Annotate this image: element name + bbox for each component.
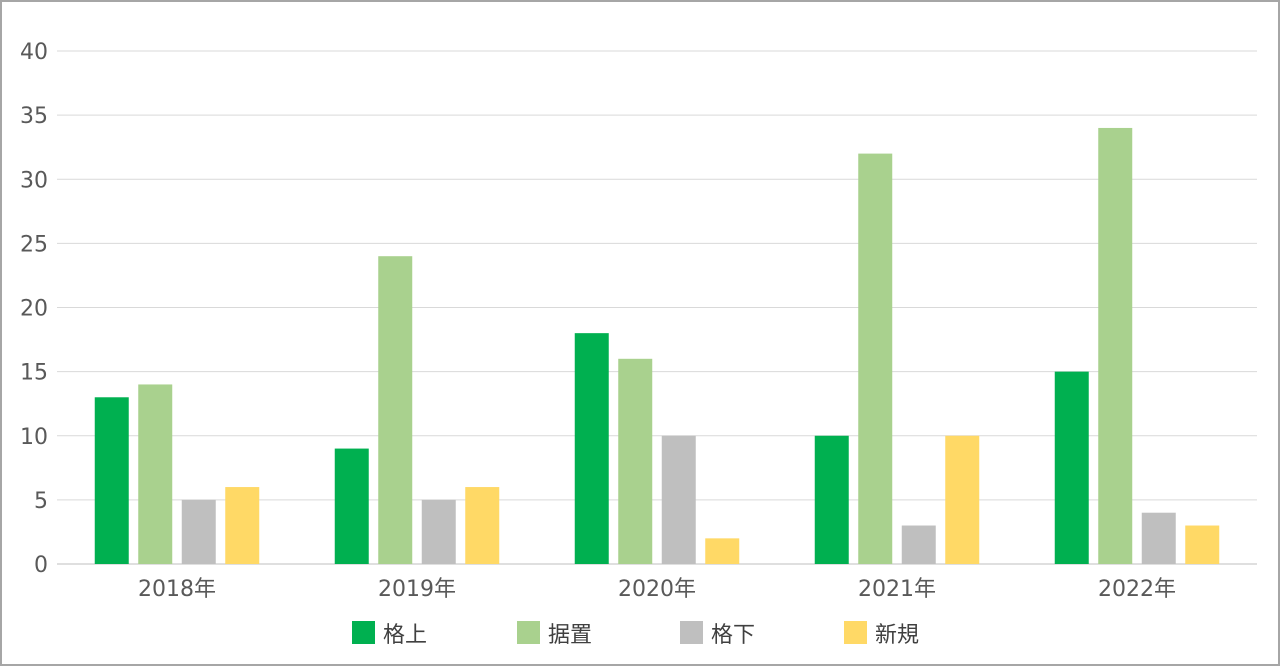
bar-2-2021年 [858, 153, 893, 564]
bar-2-2022年 [1098, 127, 1133, 564]
y-tick-label: 40 [20, 40, 48, 65]
bar-3-2020年 [661, 435, 696, 564]
bar-3-2019年 [421, 499, 456, 564]
bar-4-2022年 [1185, 525, 1220, 564]
y-tick-label: 15 [20, 361, 48, 386]
y-tick-label: 25 [20, 232, 48, 257]
x-tick-label: 2021年 [858, 577, 936, 602]
bar-4-2018年 [225, 487, 260, 564]
y-tick-label: 10 [20, 425, 48, 450]
legend-label: 据置 [548, 623, 592, 648]
bar-1-2020年 [574, 333, 609, 564]
y-tick-label: 5 [34, 489, 48, 514]
legend-swatch [517, 621, 540, 644]
y-tick-label: 35 [20, 104, 48, 129]
bar-4-2020年 [705, 538, 740, 564]
bar-2-2020年 [618, 358, 653, 564]
y-tick-label: 0 [34, 553, 48, 578]
legend-swatch [680, 621, 703, 644]
x-tick-label: 2019年 [378, 577, 456, 602]
y-tick-label: 30 [20, 168, 48, 193]
bar-1-2018年 [94, 397, 129, 564]
y-tick-label: 20 [20, 297, 48, 322]
legend-label: 格下 [711, 623, 755, 648]
legend: 格上 据置 格下 新規 [352, 621, 919, 648]
x-tick-label: 2020年 [618, 577, 696, 602]
bar-2-2018年 [138, 384, 173, 564]
bar-3-2021年 [901, 525, 936, 564]
bar-1-2019年 [334, 448, 369, 564]
bars [94, 127, 1220, 564]
bar-3-2018年 [181, 499, 216, 564]
x-tick-label: 2018年 [138, 577, 216, 602]
bar-1-2021年 [814, 435, 849, 564]
legend-label: 新規 [875, 623, 919, 648]
y-axis: 0 5 10 15 20 25 30 35 40 [20, 40, 48, 578]
legend-swatch [352, 621, 375, 644]
bar-3-2022年 [1141, 512, 1176, 564]
legend-swatch [844, 621, 867, 644]
bar-4-2019年 [465, 487, 500, 564]
bar-4-2021年 [945, 435, 980, 564]
bar-2-2019年 [378, 256, 413, 564]
bar-1-2022年 [1054, 371, 1089, 564]
x-axis: 2018年 2019年 2020年 2021年 2022年 [138, 577, 1176, 602]
x-tick-label: 2022年 [1098, 577, 1176, 602]
legend-label: 格上 [383, 623, 427, 648]
